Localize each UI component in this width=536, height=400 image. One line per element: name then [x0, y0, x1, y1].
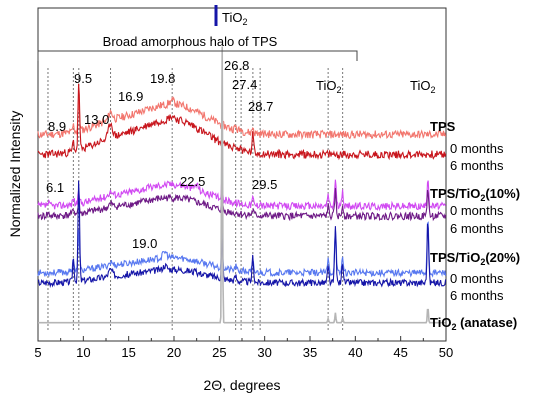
- x-axis-label: 2Θ, degrees: [203, 377, 280, 393]
- tio2-mid-label: TiO2: [316, 78, 341, 95]
- series-label-tps-6: 6 months: [450, 158, 504, 173]
- series-line-2: [37, 179, 447, 212]
- x-tick-label: 20: [167, 345, 181, 360]
- x-tick-label: 25: [212, 345, 226, 360]
- series-line-3: [37, 187, 447, 222]
- x-axis-ticks: 5 10 15 20 25 30 35 40 45 50: [34, 336, 453, 360]
- group-label-anatase: TiO2 (anatase): [430, 315, 517, 332]
- peak-label-13-0: 13.0: [84, 112, 109, 127]
- x-tick-label: 40: [348, 345, 362, 360]
- series-label-tps10-0: 0 months: [450, 203, 504, 218]
- series-line-4: [37, 221, 447, 278]
- x-tick-label: 30: [257, 345, 271, 360]
- tio2-right-label: TiO2: [410, 78, 435, 95]
- series-label-tps-0: 0 months: [450, 141, 504, 156]
- peak-label-26-8: 26.8: [224, 58, 249, 73]
- series-label-tps10-6: 6 months: [450, 221, 504, 236]
- peak-label-19-0: 19.0: [132, 236, 157, 251]
- peak-label-22-5: 22.5: [180, 174, 205, 189]
- x-tick-label: 5: [34, 345, 41, 360]
- group-label-tps: TPS: [430, 119, 456, 134]
- series-line-0: [37, 96, 447, 141]
- series-lines: [37, 46, 447, 324]
- x-tick-label: 45: [393, 345, 407, 360]
- series-label-tps20-6: 6 months: [450, 288, 504, 303]
- halo-label: Broad amorphous halo of TPS: [103, 34, 278, 49]
- halo-bracket: [37, 50, 358, 61]
- x-tick-label: 35: [303, 345, 317, 360]
- y-axis-label: Normalized Intensity: [7, 111, 23, 238]
- peak-label-27-4: 27.4: [232, 77, 257, 92]
- peak-label-9-5: 9.5: [74, 71, 92, 86]
- series-label-tps20-0: 0 months: [450, 271, 504, 286]
- group-label-tps10: TPS/TiO2(10%): [430, 186, 520, 203]
- peak-label-8-9: 8.9: [48, 119, 66, 134]
- peak-label-16-9: 16.9: [118, 89, 143, 104]
- peak-label-28-7: 28.7: [248, 99, 273, 114]
- peak-label-29-5: 29.5: [252, 177, 277, 192]
- peak-label-6-1: 6.1: [46, 180, 64, 195]
- x-tick-label: 50: [439, 345, 453, 360]
- x-tick-label: 15: [121, 345, 135, 360]
- group-label-tps20: TPS/TiO2(20%): [430, 250, 520, 267]
- peak-label-19-8: 19.8: [150, 71, 175, 86]
- x-tick-label: 10: [76, 345, 90, 360]
- tio2-top-label: TiO2: [222, 10, 247, 27]
- series-line-6: [38, 46, 446, 324]
- series-line-5: [37, 180, 447, 289]
- series-line-1: [37, 83, 447, 161]
